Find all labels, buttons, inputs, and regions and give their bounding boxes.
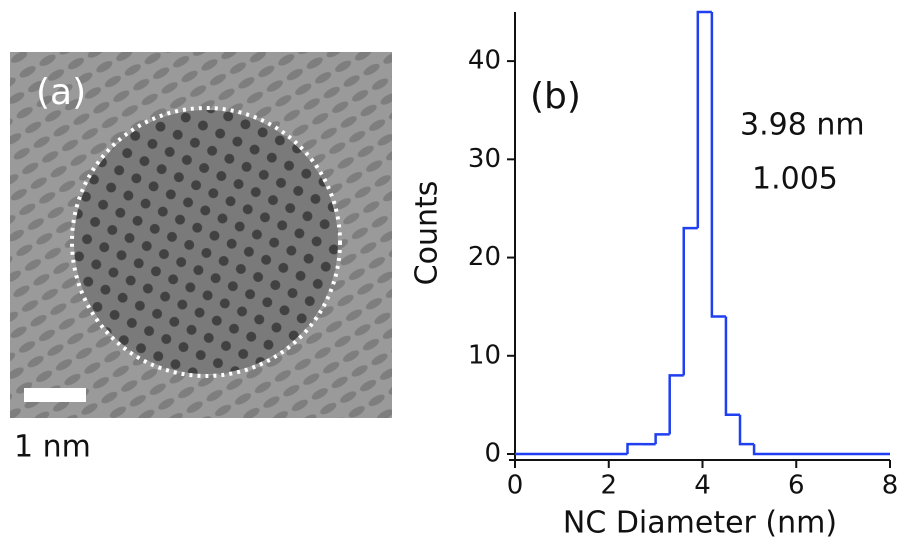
histogram-step xyxy=(752,444,890,456)
x-tick-label: 6 xyxy=(788,471,805,501)
annotation: 1.005 xyxy=(752,162,838,197)
histogram-step xyxy=(738,414,755,446)
y-tick-label: 40 xyxy=(468,46,501,76)
histogram-step xyxy=(668,374,684,435)
histogram-step xyxy=(724,316,740,416)
histogram-step xyxy=(654,433,670,445)
histogram-step xyxy=(626,442,642,454)
x-tick-label: 0 xyxy=(507,471,524,501)
x-tick-label: 2 xyxy=(600,471,617,501)
annotation: 3.98 nm xyxy=(740,108,865,143)
y-tick-label: 30 xyxy=(468,144,501,174)
y-tick-label: 20 xyxy=(468,242,501,272)
histogram-step xyxy=(682,226,698,376)
panel-label: (b) xyxy=(530,76,581,117)
tem-image xyxy=(10,52,392,418)
y-tick-label: 10 xyxy=(468,340,501,370)
y-tick-label: 0 xyxy=(484,439,501,469)
y-axis-label: Counts xyxy=(410,181,445,286)
scale-bar-label: 1 nm xyxy=(14,430,91,465)
x-axis-label: NC Diameter (nm) xyxy=(563,506,837,541)
histogram-step xyxy=(696,10,712,229)
x-tick-label: 8 xyxy=(882,471,899,501)
histogram-step xyxy=(710,12,726,318)
panel-label: (a) xyxy=(36,72,86,113)
x-tick-label: 4 xyxy=(694,471,711,501)
